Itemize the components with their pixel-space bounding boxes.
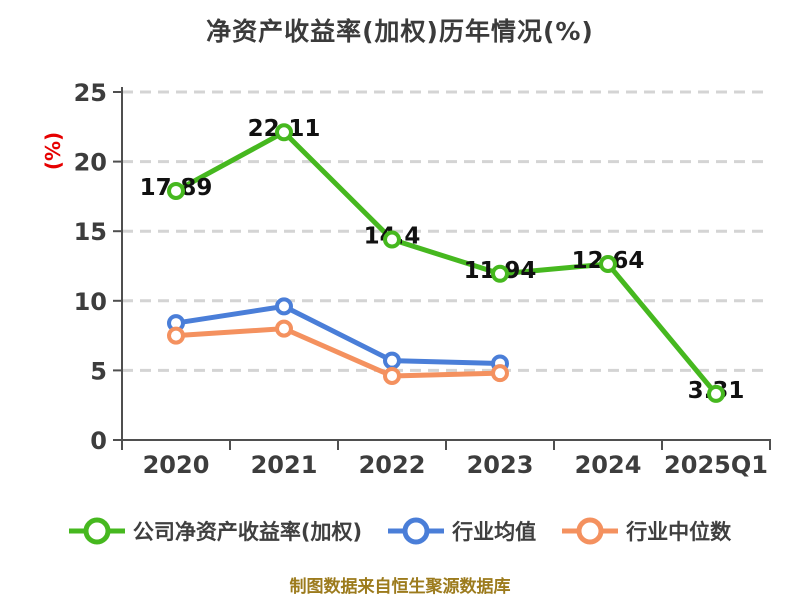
x-tick-label-2020: 2020 (143, 451, 210, 479)
y-tick-label-10: 10 (74, 288, 107, 316)
legend-item-company-roe: 公司净资产收益率(加权) (68, 516, 363, 546)
x-tick-label-2024: 2024 (575, 451, 642, 479)
data-point-0-2025Q1 (707, 384, 725, 403)
legend-circle (576, 517, 604, 545)
legend-marker-industry-average-icon (388, 517, 445, 545)
legend-label-industry-median: 行业中位数 (626, 520, 732, 544)
legend-label-company-roe: 公司净资产收益率(加权) (132, 520, 363, 544)
axes: 0 5 10 15 20 25 2020 2021 2022 2023 2024 2025Q1 (74, 79, 771, 479)
x-tick-label-2023: 2023 (467, 451, 534, 479)
data-point-2-2023 (491, 364, 509, 383)
legend-marker-industry-median-icon (562, 517, 619, 545)
data-point-0-2024 (599, 255, 617, 274)
series-line-0 (173, 129, 719, 397)
data-point-0-2020 (167, 181, 185, 200)
y-tick-label-20: 20 (74, 149, 107, 177)
data-point-0-2022 (383, 230, 401, 249)
plot-area: 0510152025202020212022202320242025Q117.8… (74, 79, 771, 479)
legend-item-industry-median: 行业中位数 (562, 516, 731, 546)
data-point-1-2022 (383, 351, 401, 370)
legend-marker-company-roe-icon (68, 517, 125, 545)
legend-circle (83, 517, 111, 545)
data-point-2-2021 (275, 319, 293, 338)
series-line-1 (173, 303, 503, 366)
data-points (167, 123, 725, 403)
series-line-2 (173, 326, 503, 379)
y-tick-label-0: 0 (90, 427, 107, 455)
x-tick-label-2025Q1: 2025Q1 (664, 451, 768, 479)
data-point-0-2023 (491, 264, 509, 283)
x-tick-label-2021: 2021 (251, 451, 318, 479)
data-point-1-2021 (275, 297, 293, 316)
series-lines (173, 129, 719, 397)
source-caption: 制图数据来自恒生聚源数据库 (289, 577, 511, 597)
x-tick-label-2022: 2022 (359, 451, 426, 479)
data-point-2-2020 (167, 326, 185, 345)
legend-item-industry-average: 行业均值 (388, 516, 536, 546)
data-point-0-2021 (275, 123, 293, 142)
chart-title: 净资产收益率(加权)历年情况(%) (206, 17, 594, 46)
gridlines (122, 90, 770, 372)
y-tick-label-15: 15 (74, 218, 107, 246)
legend: 公司净资产收益率(加权) 行业均值 行业中位数 (0, 516, 800, 546)
data-point-2-2022 (383, 366, 401, 385)
legend-circle (402, 517, 430, 545)
y-tick-label-5: 5 (90, 357, 107, 385)
y-tick-label-25: 25 (74, 79, 107, 107)
legend-label-industry-average: 行业均值 (452, 520, 537, 544)
